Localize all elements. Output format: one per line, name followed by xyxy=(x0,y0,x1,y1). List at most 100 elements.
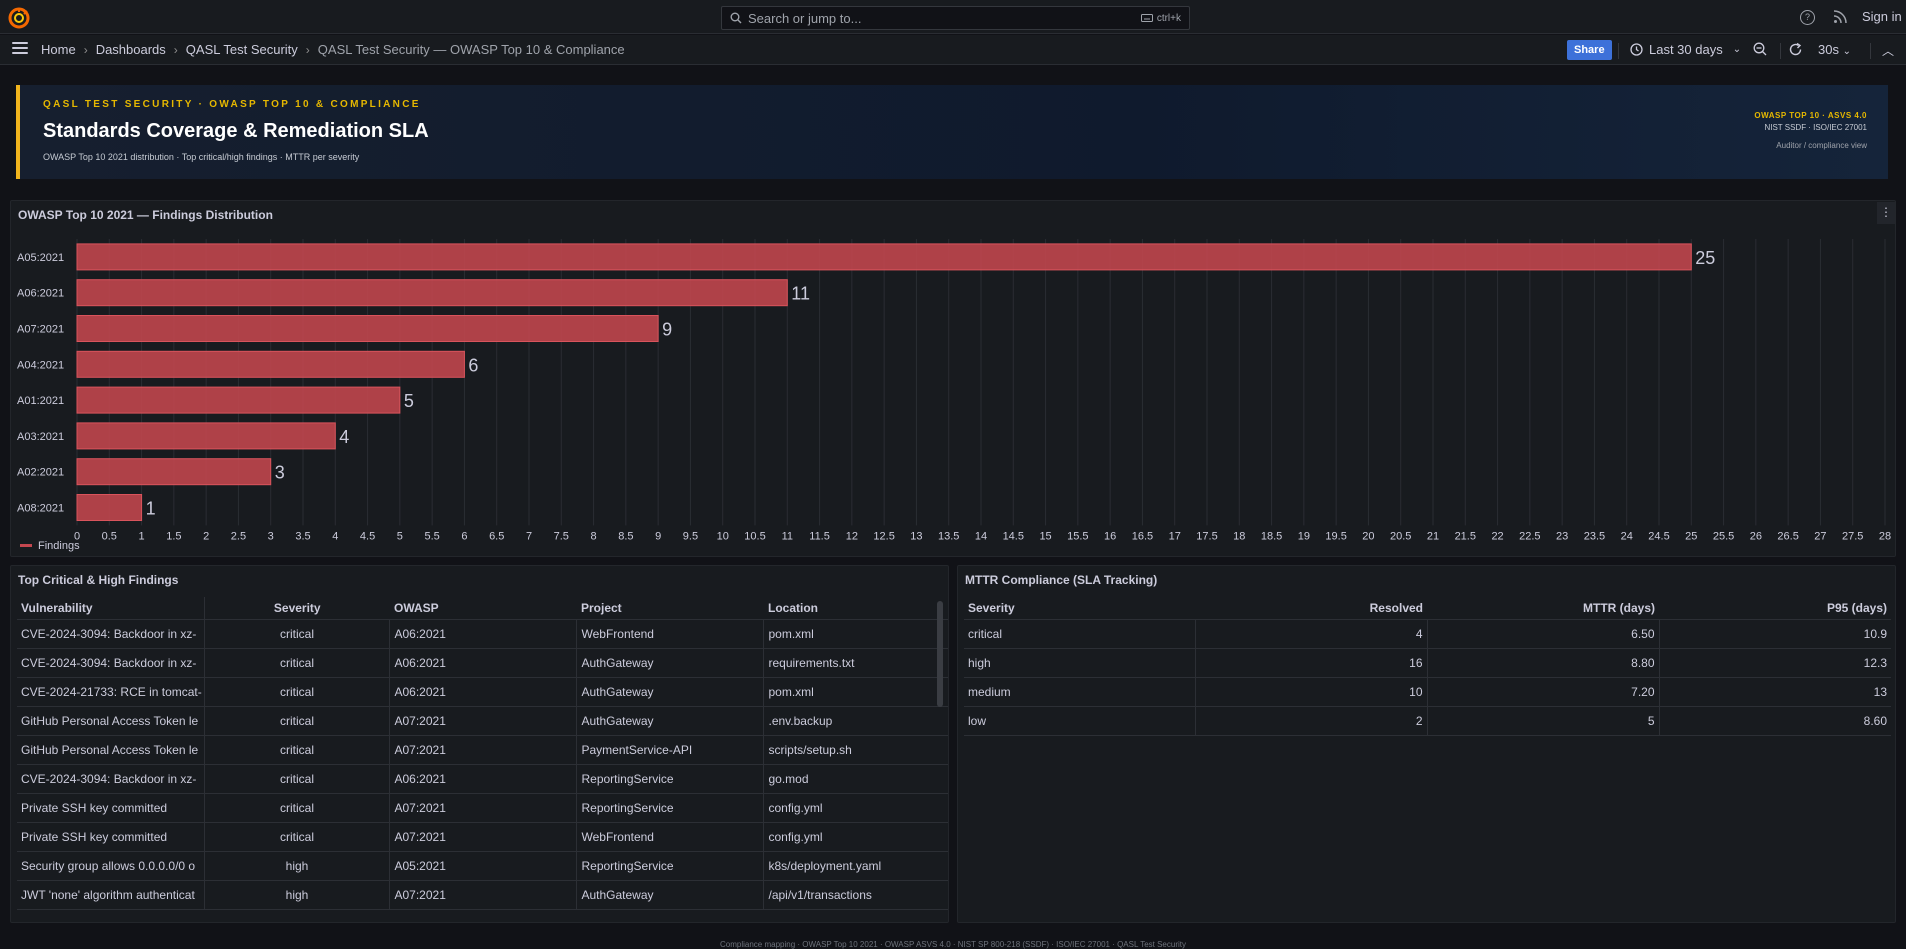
column-header-project[interactable]: Project xyxy=(576,597,764,620)
bar-value-label: 11 xyxy=(791,284,810,304)
x-tick-label: 14 xyxy=(975,530,987,542)
cell-vulnerability: CVE-2024-3094: Backdoor in xz- xyxy=(17,648,205,678)
cell-mttr: 7.20 xyxy=(1427,677,1660,707)
y-tick-label: A03:2021 xyxy=(17,431,64,443)
x-tick-label: 5.5 xyxy=(424,530,439,542)
table-row[interactable]: CVE-2024-3094: Backdoor in xz-critical A0… xyxy=(17,764,948,794)
x-tick-label: 12 xyxy=(846,530,858,542)
x-tick-label: 8 xyxy=(591,530,597,542)
column-header-p95-days[interactable]: P95 (days) xyxy=(1659,597,1891,620)
column-header-severity[interactable]: Severity xyxy=(964,597,1195,620)
cell-location: /api/v1/transactions xyxy=(763,880,948,910)
legend-label: Findings xyxy=(38,540,80,552)
refresh-icon[interactable] xyxy=(1788,42,1803,57)
divider xyxy=(1618,43,1619,59)
cell-severity: critical xyxy=(204,793,391,823)
column-header-vulnerability[interactable]: Vulnerability xyxy=(17,597,205,620)
x-tick-label: 15 xyxy=(1039,530,1051,542)
x-tick-label: 1 xyxy=(139,530,145,542)
table-row[interactable]: GitHub Personal Access Token le critical A… xyxy=(17,706,948,736)
header-standards-primary: OWASP TOP 10 · ASVS 4.0 xyxy=(1754,111,1867,120)
cell-owasp: A07:2021 xyxy=(389,822,578,852)
y-tick-label: A01:2021 xyxy=(17,395,64,407)
breadcrumb-current: QASL Test Security — OWASP Top 10 & Comp… xyxy=(317,42,625,57)
cell-severity: critical xyxy=(204,677,391,707)
table-row: high 16 8.80 12.3 xyxy=(964,648,1891,678)
sign-in-link[interactable]: Sign in xyxy=(1862,9,1902,24)
x-tick-label: 10.5 xyxy=(744,530,765,542)
x-tick-label: 11 xyxy=(782,530,793,542)
table-row[interactable]: CVE-2024-3094: Backdoor in xz-critical A0… xyxy=(17,648,948,678)
cell-owasp: A06:2021 xyxy=(389,619,578,649)
column-header-mttr-days[interactable]: MTTR (days) xyxy=(1427,597,1659,620)
table-scrollbar[interactable] xyxy=(937,601,943,707)
share-button[interactable]: Share xyxy=(1567,40,1612,60)
cell-owasp: A05:2021 xyxy=(389,851,578,881)
y-tick-label: A08:2021 xyxy=(17,503,64,515)
cell-resolved: 16 xyxy=(1195,648,1428,678)
x-tick-label: 2 xyxy=(203,530,209,542)
table-row[interactable]: JWT 'none' algorithm authenticat high A07:… xyxy=(17,880,948,910)
panel-title[interactable]: OWASP Top 10 2021 — Findings Distributio… xyxy=(18,208,273,222)
breadcrumb-folder[interactable]: QASL Test Security xyxy=(185,42,298,57)
table-row[interactable]: Private SSH key committed critical A07:202… xyxy=(17,793,948,823)
search-input[interactable]: Search or jump to... ctrl+k xyxy=(721,6,1190,30)
column-header-owasp[interactable]: OWASP xyxy=(389,597,577,620)
cell-p95: 13 xyxy=(1659,677,1891,707)
cell-severity: critical xyxy=(204,764,391,794)
x-tick-label: 5 xyxy=(397,530,403,542)
cell-p95: 12.3 xyxy=(1659,648,1891,678)
cell-location: requirements.txt xyxy=(763,648,948,678)
breadcrumb-dashboards[interactable]: Dashboards xyxy=(95,42,166,57)
table-row: critical 4 6.50 10.9 xyxy=(964,619,1891,649)
refresh-interval-picker[interactable]: 30s ⌄ xyxy=(1818,42,1851,57)
table-row[interactable]: GitHub Personal Access Token le critical A… xyxy=(17,735,948,765)
x-tick-label: 24.5 xyxy=(1648,530,1669,542)
cell-location: .env.backup xyxy=(763,706,948,736)
chevron-down-icon: ⌄ xyxy=(1732,44,1742,55)
bar xyxy=(76,350,465,378)
cell-resolved: 2 xyxy=(1195,706,1428,736)
y-tick-label: A02:2021 xyxy=(17,467,64,479)
dashboard-nav-bar: Home › Dashboards › QASL Test Security ›… xyxy=(0,35,1906,65)
table-row[interactable]: CVE-2024-3094: Backdoor in xz-critical A0… xyxy=(17,619,948,649)
cell-location: pom.xml xyxy=(763,677,948,707)
footer-text: Compliance mapping · OWASP Top 10 2021 ·… xyxy=(720,940,1186,949)
column-header-location[interactable]: Location xyxy=(763,597,948,620)
bar-value-label: 4 xyxy=(339,427,349,447)
grafana-logo-icon[interactable] xyxy=(8,7,30,29)
x-tick-label: 15.5 xyxy=(1067,530,1088,542)
bar xyxy=(76,422,336,450)
x-tick-label: 13.5 xyxy=(938,530,959,542)
kebab-menu-icon[interactable]: ⋮ xyxy=(1877,202,1895,224)
table-row[interactable]: CVE-2024-21733: RCE in tomcat-critical A0… xyxy=(17,677,948,707)
cell-severity: critical xyxy=(204,735,391,765)
table-row[interactable]: Private SSH key committed critical A07:202… xyxy=(17,822,948,852)
x-tick-label: 20 xyxy=(1362,530,1374,542)
cell-vulnerability: Private SSH key committed xyxy=(17,793,205,823)
dashboard-header-panel: QASL TEST SECURITY · OWASP TOP 10 & COMP… xyxy=(16,85,1888,179)
bar xyxy=(76,315,659,342)
column-header-severity[interactable]: Severity xyxy=(204,597,390,620)
help-icon[interactable]: ? xyxy=(1800,10,1815,25)
column-header-resolved[interactable]: Resolved xyxy=(1195,597,1427,620)
table-row[interactable]: Security group allows 0.0.0.0/0 o high A05… xyxy=(17,851,948,881)
breadcrumb-home[interactable]: Home xyxy=(41,42,76,57)
cell-severity: high xyxy=(204,851,391,881)
panel-title[interactable]: Top Critical & High Findings xyxy=(18,573,179,587)
x-tick-label: 27.5 xyxy=(1842,530,1863,542)
x-tick-label: 17.5 xyxy=(1196,530,1217,542)
x-tick-label: 21.5 xyxy=(1455,530,1476,542)
x-tick-label: 7 xyxy=(526,530,532,542)
rss-icon[interactable] xyxy=(1833,10,1847,24)
x-tick-label: 13 xyxy=(910,530,922,542)
x-tick-label: 10 xyxy=(717,530,729,542)
time-range-picker[interactable]: Last 30 days ⌄ xyxy=(1630,42,1741,57)
x-tick-label: 25.5 xyxy=(1713,530,1734,542)
menu-icon[interactable] xyxy=(12,42,28,56)
cell-severity: high xyxy=(964,648,1196,678)
zoom-out-icon[interactable] xyxy=(1753,42,1768,57)
panel-title[interactable]: MTTR Compliance (SLA Tracking) xyxy=(965,573,1158,587)
chevron-up-icon[interactable]: ︿ xyxy=(1882,44,1895,58)
x-tick-label: 16 xyxy=(1104,530,1116,542)
